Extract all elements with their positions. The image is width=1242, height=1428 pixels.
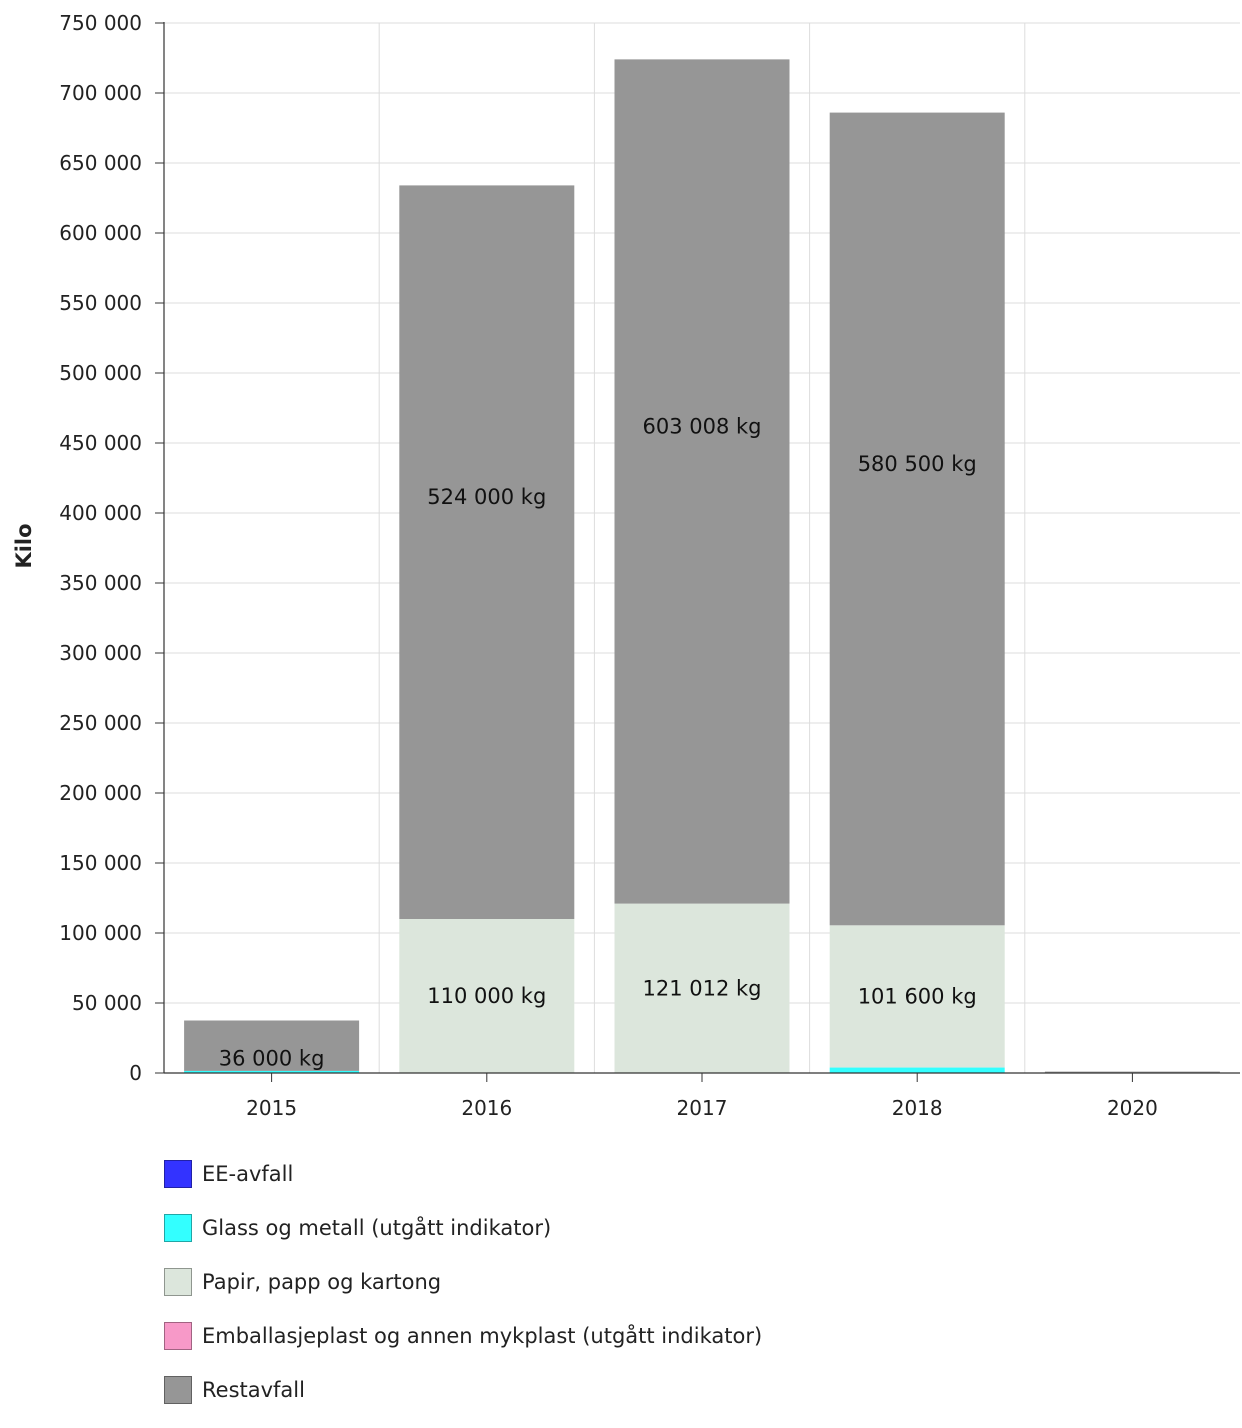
y-tick-label: 750 000 [59, 11, 142, 35]
y-axis-title: Kilo [12, 523, 36, 568]
chart-svg: 0 50 000 100 000 150 000 200 000 250 000 300 0… [12, 11, 1240, 1120]
y-tick-label: 550 000 [59, 291, 142, 315]
bar-segment [829, 1067, 1005, 1073]
bars [184, 59, 1220, 1073]
y-tick-label: 700 000 [59, 81, 142, 105]
data-label: 121 012 kg [642, 976, 761, 1000]
y-tick-label: 500 000 [59, 361, 142, 385]
bar-segment [184, 1020, 360, 1071]
legend-item[interactable]: Papir, papp og kartong [164, 1266, 762, 1298]
bar-segment [829, 112, 1005, 926]
data-label: 110 000 kg [427, 984, 546, 1008]
y-tick-label: 250 000 [59, 711, 142, 735]
bar-segment [399, 185, 575, 919]
data-labels: 36 000 kg 110 000 kg 524 000 kg 121 012 kg 6… [219, 414, 977, 1070]
y-tick-label: 50 000 [72, 991, 142, 1015]
data-label: 101 600 kg [858, 984, 977, 1008]
legend-item[interactable]: Emballasjeplast og annen mykplast (utgåt… [164, 1320, 762, 1352]
data-label: 524 000 kg [427, 485, 546, 509]
legend-label: Emballasjeplast og annen mykplast (utgåt… [202, 1324, 763, 1348]
data-label: 580 500 kg [858, 452, 977, 476]
y-tick-label: 300 000 [59, 641, 142, 665]
legend-swatch [164, 1160, 192, 1188]
data-label: 36 000 kg [219, 1047, 325, 1071]
x-tick-label: 2015 [246, 1096, 297, 1120]
legend-swatch [164, 1376, 192, 1404]
y-tick-label: 350 000 [59, 571, 142, 595]
legend-label: EE-avfall [202, 1162, 294, 1186]
legend-item[interactable]: Restavfall [164, 1374, 762, 1406]
y-tick-label: 450 000 [59, 431, 142, 455]
x-tick-label: 2017 [677, 1096, 728, 1120]
axes: 0 50 000 100 000 150 000 200 000 250 000 300 0… [59, 11, 1240, 1120]
x-tick-label: 2020 [1107, 1096, 1158, 1120]
legend-swatch [164, 1268, 192, 1296]
y-tick-label: 400 000 [59, 501, 142, 525]
legend: EE-avfall Glass og metall (utgått indikat… [164, 1158, 762, 1428]
x-tick-label: 2018 [892, 1096, 943, 1120]
legend-swatch [164, 1322, 192, 1350]
bar-segment [399, 919, 575, 1073]
x-tick-label: 2016 [461, 1096, 512, 1120]
bar-segment [829, 925, 1005, 1068]
y-tick-label: 100 000 [59, 921, 142, 945]
data-label: 603 008 kg [642, 414, 761, 438]
legend-label: Papir, papp og kartong [202, 1270, 442, 1294]
y-tick-label: 0 [129, 1061, 142, 1085]
y-tick-label: 150 000 [59, 851, 142, 875]
legend-item[interactable]: Glass og metall (utgått indikator) [164, 1212, 762, 1244]
y-tick-label: 600 000 [59, 221, 142, 245]
y-tick-label: 650 000 [59, 151, 142, 175]
legend-label: Glass og metall (utgått indikator) [202, 1216, 552, 1240]
bar-segment [1044, 1071, 1220, 1073]
bar-segment [184, 1070, 360, 1073]
bar-segment [614, 59, 790, 904]
legend-swatch [164, 1214, 192, 1242]
y-tick-label: 200 000 [59, 781, 142, 805]
bar-segment [614, 903, 790, 1073]
legend-label: Restavfall [202, 1378, 305, 1402]
legend-item[interactable]: EE-avfall [164, 1158, 762, 1190]
